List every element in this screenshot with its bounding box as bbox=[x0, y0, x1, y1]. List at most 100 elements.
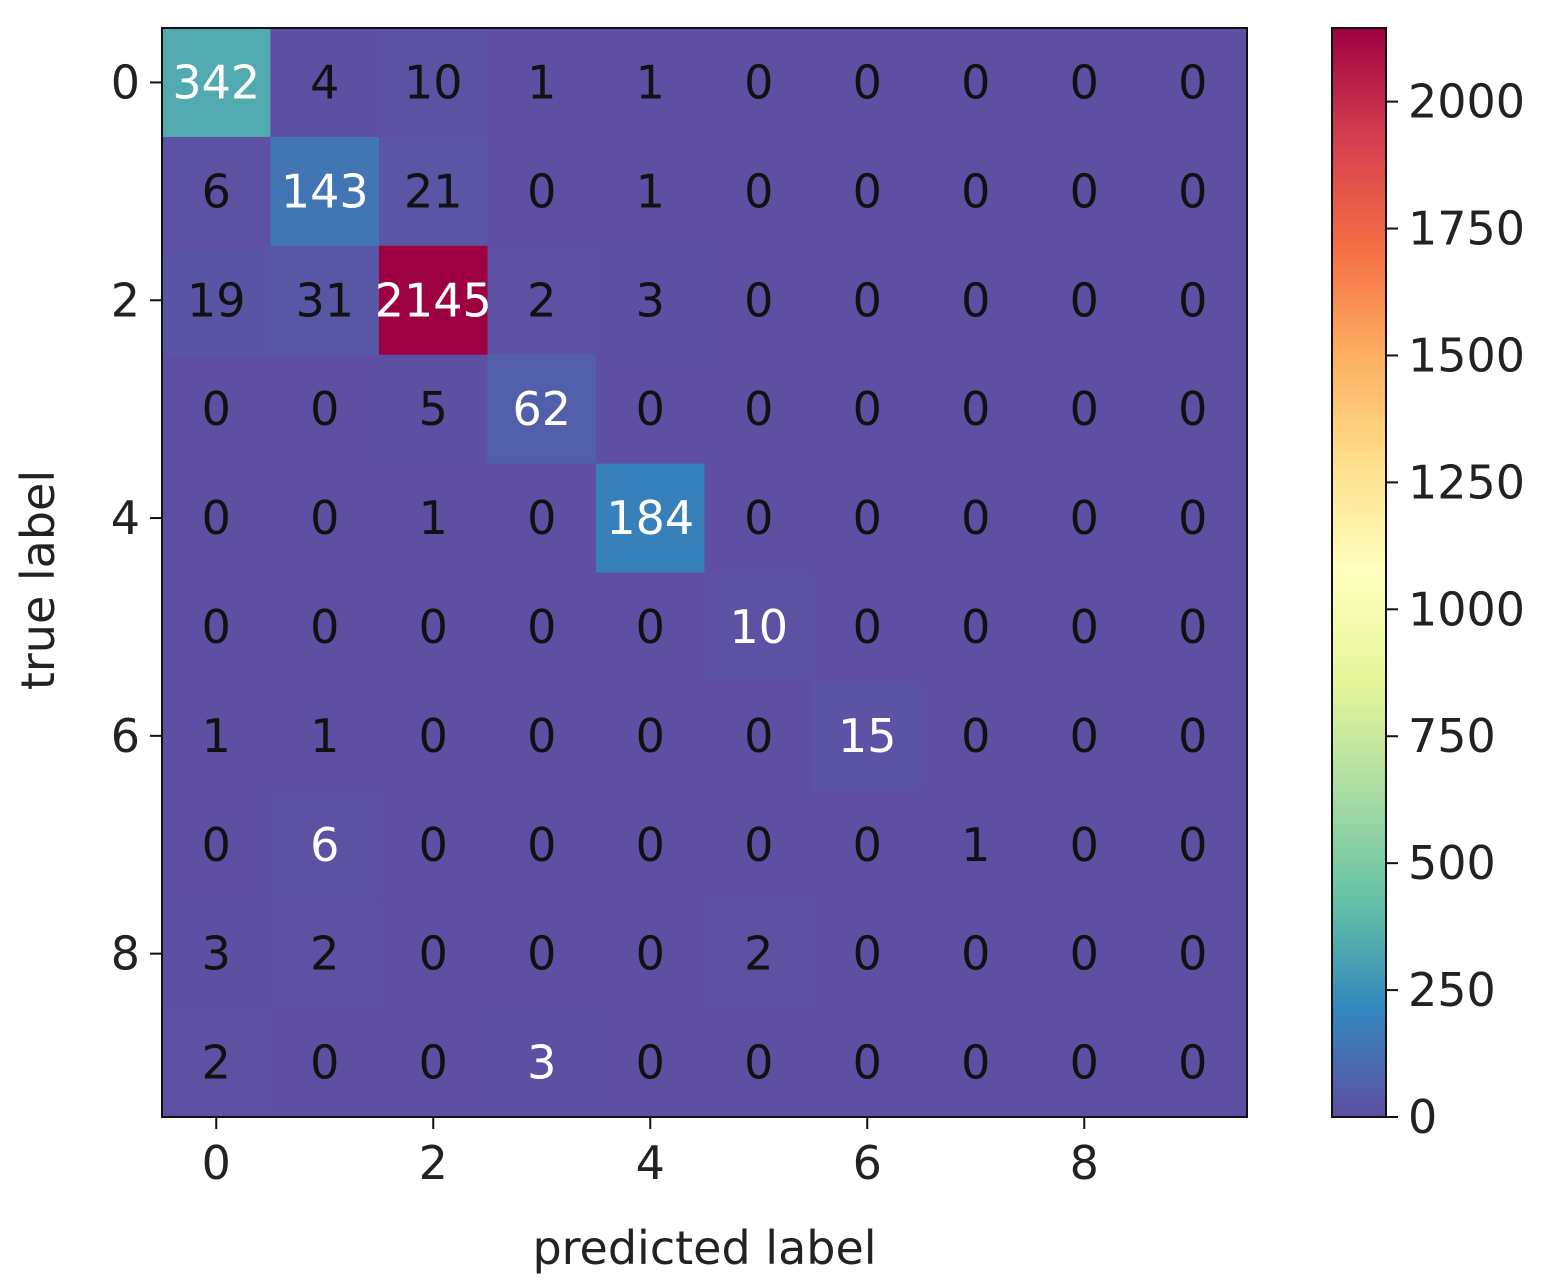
heatmap-cell-r4-c1 bbox=[270, 463, 380, 574]
cell-value-r8-c5: 2 bbox=[744, 927, 773, 981]
cell-value-r7-c5: 0 bbox=[744, 818, 773, 872]
cell-value-r3-c3: 62 bbox=[512, 382, 571, 436]
heatmap-cell-r1-c7 bbox=[921, 136, 1031, 247]
cell-value-r2-c6: 0 bbox=[853, 273, 882, 327]
cell-value-r3-c9: 0 bbox=[1178, 382, 1207, 436]
cell-value-r6-c2: 0 bbox=[419, 709, 448, 763]
heatmap-cell-r0-c1 bbox=[270, 28, 380, 138]
heatmap-cell-r8-c6 bbox=[813, 899, 923, 1009]
heatmap-cells bbox=[162, 28, 1248, 1118]
cell-value-r7-c1: 6 bbox=[310, 818, 339, 872]
heatmap-cell-r6-c5 bbox=[704, 681, 814, 791]
cell-value-r1-c3: 0 bbox=[527, 164, 556, 218]
x-tick-label-8: 8 bbox=[1070, 1136, 1099, 1190]
colorbar bbox=[1331, 27, 1387, 1118]
cell-value-r0-c4: 1 bbox=[636, 55, 665, 109]
heatmap-cell-r1-c0 bbox=[162, 136, 272, 247]
heatmap-cell-r8-c3 bbox=[487, 899, 597, 1009]
cell-value-r4-c1: 0 bbox=[310, 491, 339, 545]
y-tick-label-6: 6 bbox=[111, 709, 140, 763]
cell-value-r8-c6: 0 bbox=[853, 927, 882, 981]
heatmap-cell-r2-c5 bbox=[704, 245, 814, 356]
cell-value-r4-c8: 0 bbox=[1070, 491, 1099, 545]
cell-value-r4-c7: 0 bbox=[961, 491, 990, 545]
colorbar-tick-label-1250: 1250 bbox=[1408, 455, 1525, 509]
heatmap-cell-r9-c4 bbox=[596, 1008, 706, 1118]
heatmap-cell-r8-c7 bbox=[921, 899, 1031, 1009]
heatmap-cell-r2-c4 bbox=[596, 245, 706, 356]
heatmap-cell-r7-c9 bbox=[1138, 790, 1248, 900]
heatmap-cell-r9-c2 bbox=[379, 1008, 489, 1118]
cell-value-r2-c5: 0 bbox=[744, 273, 773, 327]
heatmap-cell-r4-c2 bbox=[379, 463, 489, 574]
cell-value-r8-c4: 0 bbox=[636, 927, 665, 981]
heatmap-cell-r0-c9 bbox=[1138, 28, 1248, 138]
heatmap-cell-r6-c9 bbox=[1138, 681, 1248, 791]
heatmap-cell-r3-c5 bbox=[704, 354, 814, 465]
heatmap-cell-r2-c8 bbox=[1030, 245, 1140, 356]
x-tick-label-6: 6 bbox=[853, 1136, 882, 1190]
x-axis-label: predicted label bbox=[532, 1221, 876, 1275]
cell-value-r3-c6: 0 bbox=[853, 382, 882, 436]
colorbar-tick-label-250: 250 bbox=[1408, 963, 1496, 1017]
heatmap-cell-r4-c3 bbox=[487, 463, 597, 574]
heatmap-cell-r0-c4 bbox=[596, 28, 706, 138]
heatmap-cell-r8-c4 bbox=[596, 899, 706, 1009]
cell-value-r4-c5: 0 bbox=[744, 491, 773, 545]
cell-value-r5-c1: 0 bbox=[310, 600, 339, 654]
y-tick-label-8: 8 bbox=[111, 927, 140, 981]
cell-value-r5-c5: 10 bbox=[729, 600, 788, 654]
heatmap-cell-r7-c2 bbox=[379, 790, 489, 900]
x-tick-label-0: 0 bbox=[202, 1136, 231, 1190]
heatmap-cell-r0-c3 bbox=[487, 28, 597, 138]
cell-value-r4-c0: 0 bbox=[202, 491, 231, 545]
heatmap-cell-r3-c2 bbox=[379, 354, 489, 465]
cell-value-r7-c9: 0 bbox=[1178, 818, 1207, 872]
cell-value-r2-c0: 19 bbox=[187, 273, 246, 327]
cell-value-r6-c0: 1 bbox=[202, 709, 231, 763]
plot-frame bbox=[161, 27, 1248, 1118]
cell-value-r7-c3: 0 bbox=[527, 818, 556, 872]
cell-value-r1-c1: 143 bbox=[281, 164, 369, 218]
cell-value-r7-c2: 0 bbox=[419, 818, 448, 872]
heatmap-cell-r1-c1 bbox=[270, 136, 380, 247]
heatmap-cell-r3-c8 bbox=[1030, 354, 1140, 465]
cell-value-r0-c3: 1 bbox=[527, 55, 556, 109]
heatmap-cell-r9-c5 bbox=[704, 1008, 814, 1118]
heatmap-cell-labels: 342 4 10 1 1 0 0 0 0 06 143 21 0 1 0 0 0 0 019 31 2145 2 3 0 0 0 0… bbox=[172, 55, 1207, 1089]
cell-value-r9-c6: 0 bbox=[853, 1036, 882, 1090]
heatmap-cell-r2-c1 bbox=[270, 245, 380, 356]
heatmap-cell-r4-c6 bbox=[813, 463, 923, 574]
heatmap-cell-r9-c1 bbox=[270, 1008, 380, 1118]
heatmap-cell-r7-c4 bbox=[596, 790, 706, 900]
cell-value-r7-c0: 0 bbox=[202, 818, 231, 872]
cell-value-r8-c0: 3 bbox=[202, 927, 231, 981]
cell-value-r0-c9: 0 bbox=[1178, 55, 1207, 109]
heatmap-cell-r8-c2 bbox=[379, 899, 489, 1009]
colorbar-tick-label-1000: 1000 bbox=[1408, 582, 1525, 636]
cell-value-r2-c2: 2145 bbox=[375, 273, 492, 327]
cell-value-r0-c7: 0 bbox=[961, 55, 990, 109]
cell-value-r8-c8: 0 bbox=[1070, 927, 1099, 981]
cell-value-r5-c4: 0 bbox=[636, 600, 665, 654]
heatmap-cell-r4-c4 bbox=[596, 463, 706, 574]
heatmap-cell-r8-c1 bbox=[270, 899, 380, 1009]
cell-value-r6-c8: 0 bbox=[1070, 709, 1099, 763]
cell-value-r5-c6: 0 bbox=[853, 600, 882, 654]
heatmap-cell-r5-c3 bbox=[487, 572, 597, 682]
x-tick-label-2: 2 bbox=[419, 1136, 448, 1190]
heatmap-cell-r6-c2 bbox=[379, 681, 489, 791]
cell-value-r9-c4: 0 bbox=[636, 1036, 665, 1090]
heatmap-cell-r9-c7 bbox=[921, 1008, 1031, 1118]
y-axis-label: true label bbox=[11, 470, 65, 690]
heatmap-cell-r4-c5 bbox=[704, 463, 814, 574]
heatmap-cell-r0-c7 bbox=[921, 28, 1031, 138]
cell-value-r3-c0: 0 bbox=[202, 382, 231, 436]
heatmap-cell-r9-c8 bbox=[1030, 1008, 1140, 1118]
cell-value-r4-c6: 0 bbox=[853, 491, 882, 545]
heatmap-cell-r9-c3 bbox=[487, 1008, 597, 1118]
heatmap-cell-r1-c8 bbox=[1030, 136, 1140, 247]
cell-value-r7-c4: 0 bbox=[636, 818, 665, 872]
cell-value-r6-c7: 0 bbox=[961, 709, 990, 763]
